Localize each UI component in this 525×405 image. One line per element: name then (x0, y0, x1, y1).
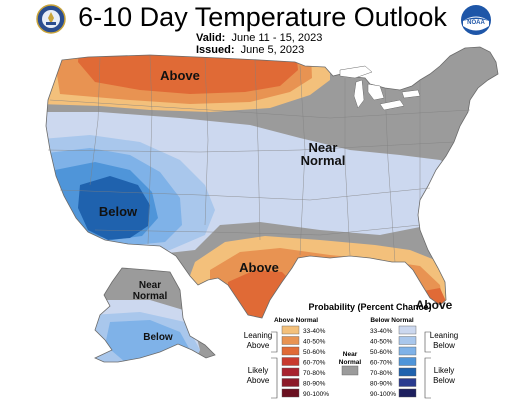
legend: Probability (Percent Chance) Above Norma… (244, 302, 458, 399)
legend-above-swatch (281, 388, 300, 398)
above-50-texas-fill (228, 270, 298, 318)
legend-above-swatch (281, 378, 300, 387)
legend-below-header: Below Normal (370, 317, 414, 324)
below-70-fill (78, 176, 150, 240)
issued-value: June 5, 2023 (240, 44, 305, 56)
page-title: 6-10 Day Temperature Outlook (78, 2, 447, 32)
label-alaska-below: Below (143, 332, 173, 343)
legend-leaning-below-2: Below (433, 341, 455, 350)
issued-label: Issued: (196, 44, 235, 56)
legend-below-range-label: 40-50% (370, 339, 393, 346)
legend-below-swatch (398, 346, 417, 356)
state-borders (47, 55, 471, 263)
legend-above-swatch (281, 336, 300, 345)
legend-leaning-above-1: Leaning (244, 331, 272, 340)
date-block: Valid: June 11 - 15, 2023 Issued: June 5… (196, 32, 322, 56)
legend-leaning-below-1: Leaning (430, 331, 458, 340)
legend-below-swatch (398, 388, 417, 398)
legend-below-range-label: 80-90% (370, 381, 393, 388)
legend-likely-below-1: Likely (434, 366, 454, 375)
doc-seal-icon (36, 4, 66, 34)
valid-value: June 11 - 15, 2023 (231, 32, 323, 44)
valid-label: Valid: (196, 32, 226, 44)
legend-above-range-label: 70-80% (303, 370, 326, 377)
label-above-florida: Above (416, 298, 453, 312)
noaa-logo-text: NOAA (467, 20, 485, 26)
legend-rows: 33-40% 33-40% 40-50% 40-50% 50-60% 50-60% 60-7… (281, 325, 417, 398)
legend-above-swatch (281, 357, 300, 366)
legend-likely-below-2: Below (433, 376, 455, 385)
legend-below-swatch (398, 325, 417, 335)
legend-above-range-label: 60-70% (303, 360, 326, 367)
alaska-outline (94, 267, 216, 363)
legend-below-range-label: 60-70% (370, 360, 393, 367)
legend-likely-above-2: Above (247, 376, 270, 385)
legend-above-swatch (281, 367, 300, 377)
legend-below-swatch (398, 357, 417, 366)
legend-below-swatch (398, 367, 417, 377)
legend-above-range-label: 80-90% (303, 381, 326, 388)
legend-above-range-label: 33-40% (303, 328, 326, 335)
legend-near-header-1: Near (343, 351, 358, 358)
legend-below-range-label: 70-80% (370, 370, 393, 377)
legend-below-range-label: 50-60% (370, 349, 393, 356)
label-near-normal-2: Normal (301, 153, 346, 168)
legend-below-swatch (398, 378, 417, 387)
label-alaska-near-1: Near (139, 280, 161, 291)
legend-bracket-likely-below (424, 357, 431, 399)
label-near-normal-1: Near (309, 140, 338, 155)
legend-bracket-leaning-above (271, 331, 278, 353)
legend-bracket-likely-above (271, 357, 278, 399)
legend-above-range-label: 50-60% (303, 349, 326, 356)
legend-likely-above-1: Likely (248, 366, 268, 375)
legend-above-range-label: 40-50% (303, 339, 326, 346)
legend-near-header-2: Normal (339, 359, 362, 366)
label-above-texas: Above (239, 260, 279, 275)
legend-above-swatch (281, 325, 300, 335)
legend-above-swatch (281, 346, 300, 356)
label-above-north: Above (160, 68, 200, 83)
legend-below-swatch (398, 336, 417, 345)
noaa-logo-icon: NOAA (461, 5, 491, 35)
legend-near-swatch (341, 365, 359, 376)
legend-leaning-above-2: Above (247, 341, 270, 350)
legend-below-range-label: 90-100% (370, 391, 396, 398)
legend-title: Probability (Percent Chance) (308, 302, 431, 312)
legend-bracket-leaning-below (424, 331, 431, 353)
legend-above-header: Above Normal (274, 317, 318, 324)
legend-below-range-label: 33-40% (370, 328, 393, 335)
label-alaska-near-2: Normal (133, 291, 168, 302)
label-below-southwest: Below (99, 204, 138, 219)
great-lakes (339, 65, 421, 111)
legend-above-range-label: 90-100% (303, 391, 329, 398)
